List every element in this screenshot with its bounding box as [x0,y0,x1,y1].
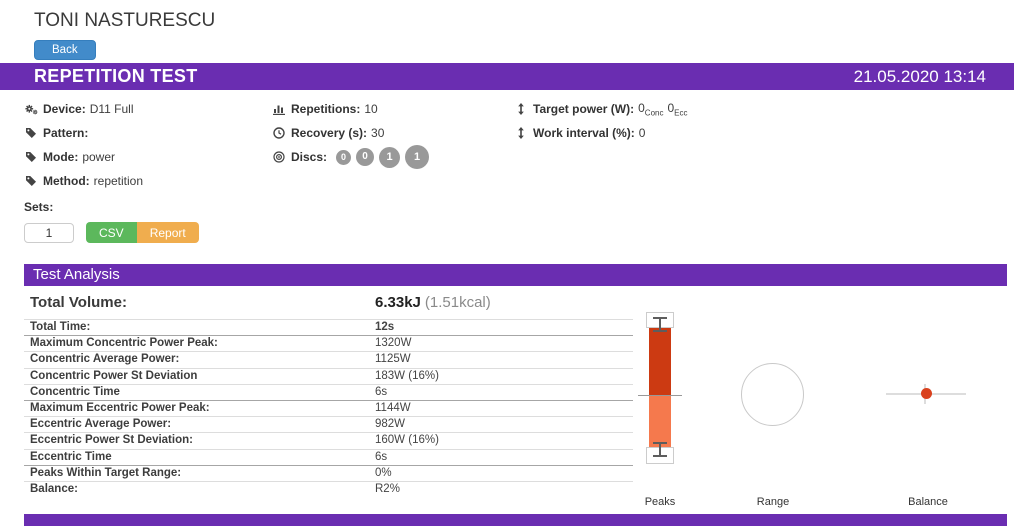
peaks-bar-eccentric-segment [649,396,671,453]
total-volume-row: Total Volume: 6.33kJ (1.51kcal) [24,289,633,319]
sets-input[interactable] [24,222,74,243]
disc-badge: 0 [356,148,375,166]
repetitions-label: Repetitions: [291,102,361,116]
peaks-top-marker-cap [653,317,667,319]
target-power-conc-value: 0Conc [638,100,664,118]
mode-value: power [82,150,116,164]
csv-button[interactable]: CSV [86,222,137,243]
total-volume-secondary: (1.51kcal) [424,294,491,311]
peaks-chart-label: Peaks [644,496,676,508]
peaks-bottom-marker [659,443,661,457]
repetitions-value: 10 [364,102,378,116]
pattern-label: Pattern: [43,126,89,140]
sets-controls: CSV Report [24,222,272,243]
report-button[interactable]: Report [136,222,199,243]
target-power-ecc-value: 0Ecc [667,100,688,118]
athlete-name: TONI NASTURESCU [34,10,216,31]
export-button-group: CSV Report [86,222,199,243]
test-title: REPETITION TEST [34,66,198,86]
method-row: Method: repetition [24,169,272,193]
test-datetime: 21.05.2020 13:14 [853,66,986,86]
stat-row-balance: Balance: R2% [24,481,633,497]
stat-row-max-eccentric-peak: Maximum Eccentric Power Peak: 1144W [24,400,633,416]
repetitions-row: Repetitions: 10 [272,97,514,121]
recovery-label: Recovery (s): [291,126,368,140]
peaks-midline [638,395,682,396]
analysis-title: Test Analysis [33,266,120,283]
disc-badge: 1 [405,145,430,169]
test-info-section: Device: D11 Full Pattern: Mode: power [24,97,1014,243]
disc-icon [272,151,286,163]
peaks-top-marker [659,318,661,332]
clock-icon [272,127,286,139]
work-interval-row: Work interval (%): 0 [514,121,1014,145]
work-interval-label: Work interval (%): [533,126,635,140]
work-interval-value: 0 [638,126,646,140]
arrows-vertical-icon [514,127,528,139]
method-value: repetition [93,174,144,188]
mode-label: Mode: [43,150,79,164]
arrows-vertical-icon [514,103,528,115]
tag-icon [24,175,38,187]
device-label: Device: [43,102,86,116]
disc-badge: 0 [336,149,352,165]
peaks-bar-concentric-segment [649,327,671,396]
device-row: Device: D11 Full [24,97,272,121]
info-column-3: Target power (W): 0Conc 0Ecc Work interv… [514,97,1014,145]
target-power-label: Target power (W): [533,102,635,116]
recovery-row: Recovery (s): 30 [272,121,514,145]
disc-badge: 1 [379,146,401,168]
ecc-subscript: Ecc [674,108,688,118]
balance-chart-label: Balance [908,496,948,508]
back-button[interactable]: Back [34,40,96,60]
mode-row: Mode: power [24,145,272,169]
tag-icon [24,151,38,163]
stat-row-eccentric-time: Eccentric Time 6s [24,448,633,465]
peaks-top-marker-cap [653,330,667,332]
recovery-value: 30 [371,126,385,140]
stat-row-max-concentric-peak: Maximum Concentric Power Peak: 1320W [24,335,633,351]
method-label: Method: [43,174,90,188]
stat-row-peaks-within-range: Peaks Within Target Range: 0% [24,464,633,481]
next-section-header-bar [24,514,1007,526]
discs-row: Discs: 0 0 1 1 [272,145,514,169]
range-circle [741,363,804,426]
peaks-bottom-marker-cap [653,442,667,444]
stat-row-concentric-average: Concentric Average Power: 1125W [24,351,633,367]
stat-row-eccentric-average: Eccentric Average Power: 982W [24,416,633,432]
gears-icon [24,104,38,115]
total-volume-value: 6.33kJ [375,294,421,311]
analysis-stats-table: Total Volume: 6.33kJ (1.51kcal) Total Ti… [24,289,633,497]
tag-icon [24,127,38,139]
total-volume-label: Total Volume: [30,294,127,311]
target-power-row: Target power (W): 0Conc 0Ecc [514,97,1014,121]
stat-row-concentric-st-deviation: Concentric Power St Deviation 183W (16%) [24,367,633,384]
device-value: D11 Full [89,102,134,116]
stat-row-eccentric-st-deviation: Eccentric Power St Deviation: 160W (16%) [24,432,633,448]
info-column-2: Repetitions: 10 Recovery (s): 30 Discs: … [272,97,514,169]
conc-subscript: Conc [644,108,664,118]
pattern-row: Pattern: [24,121,272,145]
discs-label: Discs: [291,150,328,164]
test-header-bar: REPETITION TEST 21.05.2020 13:14 [0,63,1014,90]
info-column-1: Device: D11 Full Pattern: Mode: power [24,97,272,243]
sets-label: Sets: [24,200,54,214]
analysis-header-bar: Test Analysis [24,264,1007,286]
bar-chart-icon [272,103,286,115]
range-chart-label: Range [756,496,790,508]
stat-row-concentric-time: Concentric Time 6s [24,383,633,400]
peaks-bottom-marker-cap [653,455,667,457]
stat-row-total-time: Total Time: 12s [24,319,633,335]
balance-dot [921,388,932,399]
